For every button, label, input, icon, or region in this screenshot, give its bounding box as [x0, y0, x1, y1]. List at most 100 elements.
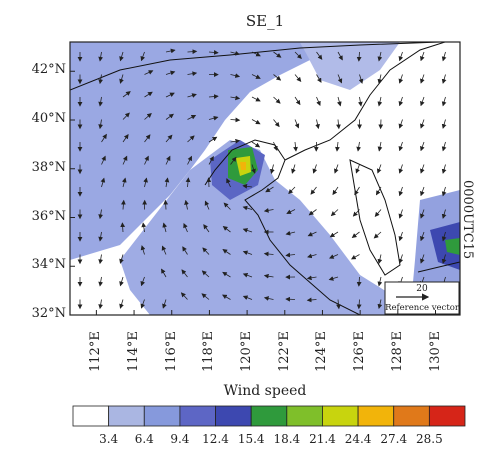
colorbar-swatch	[250, 405, 288, 427]
wind-vector-arrow	[265, 186, 274, 193]
wind-vector-arrow	[358, 74, 364, 84]
wind-vector-arrow	[98, 299, 104, 310]
wind-vector-arrow	[356, 299, 362, 310]
wind-vector-arrow	[165, 113, 174, 120]
wind-vector-arrow	[336, 299, 341, 310]
lon-tick-label: 122°E	[276, 331, 292, 372]
wind-vector-arrow	[398, 231, 404, 242]
wind-vector-arrow	[143, 177, 148, 188]
wind-vector-arrow	[165, 92, 175, 98]
wind-vector-arrow	[119, 51, 124, 62]
wind-vector-arrow	[182, 246, 188, 255]
wind-vector-arrow	[398, 164, 404, 174]
wind-vector-arrow	[251, 96, 261, 102]
wind-vector-arrow	[398, 74, 404, 84]
wind-vector-arrow	[377, 141, 383, 152]
wind-vector-arrow	[294, 74, 302, 82]
wind-vector-arrow	[208, 115, 219, 121]
colorbar-level-label: 9.4	[170, 432, 190, 446]
wind-vector-arrow	[263, 208, 274, 213]
colorbar-title: Wind speed	[223, 383, 307, 399]
wind-vector-arrow	[441, 141, 447, 152]
wind-vector-arrow	[441, 186, 447, 197]
wind-vector-arrow	[202, 247, 210, 255]
wind-vector-arrow	[187, 135, 195, 143]
wind-vector-arrow	[377, 299, 383, 310]
colorbar-level-label: 27.4	[380, 432, 408, 446]
wind-vector-arrow	[420, 74, 425, 84]
wind-vector-arrow	[337, 74, 343, 84]
colorbar-level-label: 21.4	[309, 432, 336, 446]
wind-vector-arrow	[101, 133, 107, 143]
wind-vector-arrow	[420, 186, 425, 197]
wind-vector-arrow	[263, 296, 274, 301]
wind-vector-arrow	[441, 209, 447, 219]
colorbar-swatch	[72, 405, 110, 427]
wind-vector-arrow	[141, 222, 147, 233]
wind-vector-arrow	[420, 119, 425, 129]
colorbar-level-label: 15.4	[237, 432, 265, 446]
wind-vector-arrow	[162, 299, 167, 309]
wind-vector-arrow	[203, 224, 210, 233]
wind-vector-arrow	[356, 51, 362, 62]
wind-vector-arrow	[316, 74, 322, 83]
wind-vectors	[77, 48, 447, 310]
wind-vector-arrow	[337, 51, 343, 61]
wind-vector-arrow	[222, 294, 231, 300]
wind-vector-arrow	[162, 222, 168, 233]
wind-vector-arrow	[242, 273, 253, 278]
wind-vector-arrow	[273, 119, 280, 128]
wind-vector-arrow	[208, 136, 218, 143]
lat-tick-label: 36°N	[31, 208, 66, 224]
map-title: SE_1	[245, 12, 285, 30]
axis-ticks	[70, 70, 437, 316]
wind-vector-arrow	[187, 71, 198, 77]
wind-vector-arrow	[420, 51, 425, 62]
wind-vector-arrow	[163, 199, 169, 210]
wind-vector-arrow	[98, 119, 104, 130]
wind-vector-arrow	[356, 276, 362, 287]
colorbar-level-label: 28.5	[416, 432, 443, 446]
wind-vector-arrow	[336, 119, 341, 130]
lat-tick-label: 40°N	[31, 111, 66, 126]
wind-vector-arrow	[122, 112, 130, 120]
wind-vector-arrow	[441, 254, 447, 264]
wind-vector-arrow	[208, 50, 219, 55]
wind-vector-arrow	[288, 186, 296, 195]
wind-vector-arrow	[420, 141, 425, 152]
wind-vector-arrow	[208, 94, 219, 99]
wind-vector-arrow	[161, 268, 167, 278]
wind-vector-arrow	[101, 155, 106, 165]
colorbar-swatch	[143, 405, 181, 427]
time-label: 0000UTC15	[460, 180, 475, 260]
wind-vector-arrow	[242, 295, 253, 300]
wind-vector-arrow	[144, 91, 153, 98]
wind-vector-arrow	[357, 96, 363, 107]
wind-vector-arrow	[376, 164, 382, 174]
coastlines	[70, 42, 460, 315]
wind-vector-arrow	[144, 155, 149, 165]
wind-vector-arrow	[204, 200, 210, 210]
wind-vector-arrow	[242, 228, 253, 233]
wind-vector-arrow	[242, 250, 253, 256]
wind-vector-arrow	[377, 96, 383, 107]
wind-vector-arrow	[251, 51, 261, 57]
wind-vector-arrow	[330, 209, 339, 217]
wind-vector-arrow	[307, 253, 317, 259]
wind-vector-arrow	[350, 254, 360, 260]
wind-vector-arrow	[306, 297, 317, 303]
wind-vector-arrow	[352, 209, 360, 217]
wind-vector-arrow	[230, 73, 241, 78]
wind-vector-arrow	[100, 177, 106, 188]
wind-vector-arrow	[208, 155, 214, 165]
wind-vector-arrow	[226, 178, 231, 188]
wind-vector-arrow	[98, 276, 104, 287]
wind-vector-arrow	[164, 177, 170, 188]
wind-vector-arrow	[98, 254, 104, 265]
wind-vector-arrow	[377, 51, 383, 62]
wind-vector-arrow	[398, 51, 404, 62]
wind-vector-arrow	[337, 96, 342, 107]
wind-vector-arrow	[183, 223, 188, 233]
wind-vector-arrow	[306, 275, 317, 281]
wind-vector-arrow	[98, 96, 104, 107]
